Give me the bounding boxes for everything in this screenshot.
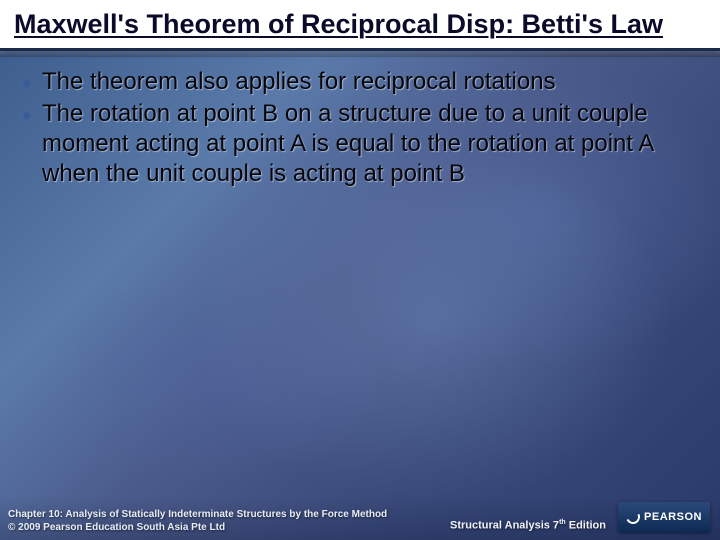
book-title-suffix: Edition xyxy=(566,520,606,532)
content-area: The theorem also applies for reciprocal … xyxy=(0,57,720,189)
footer: Chapter 10: Analysis of Statically Indet… xyxy=(0,496,720,540)
title-bar: Maxwell's Theorem of Reciprocal Disp: Be… xyxy=(0,0,720,51)
book-title: Structural Analysis 7th Edition xyxy=(450,519,606,532)
slide-title: Maxwell's Theorem of Reciprocal Disp: Be… xyxy=(14,8,706,42)
footer-left: Chapter 10: Analysis of Statically Indet… xyxy=(8,509,438,534)
logo-arc-icon xyxy=(624,508,642,526)
book-title-prefix: Structural Analysis 7 xyxy=(450,520,559,532)
logo-text: PEARSON xyxy=(644,511,702,523)
chapter-label: Chapter 10: Analysis of Statically Indet… xyxy=(8,509,438,522)
list-item: The theorem also applies for reciprocal … xyxy=(18,67,702,97)
slide-container: Maxwell's Theorem of Reciprocal Disp: Be… xyxy=(0,0,720,540)
list-item: The rotation at point B on a structure d… xyxy=(18,99,702,189)
bullet-list: The theorem also applies for reciprocal … xyxy=(18,67,702,189)
pearson-logo: PEARSON xyxy=(618,502,710,532)
book-title-sup: th xyxy=(559,519,566,526)
copyright-label: © 2009 Pearson Education South Asia Pte … xyxy=(8,522,438,535)
